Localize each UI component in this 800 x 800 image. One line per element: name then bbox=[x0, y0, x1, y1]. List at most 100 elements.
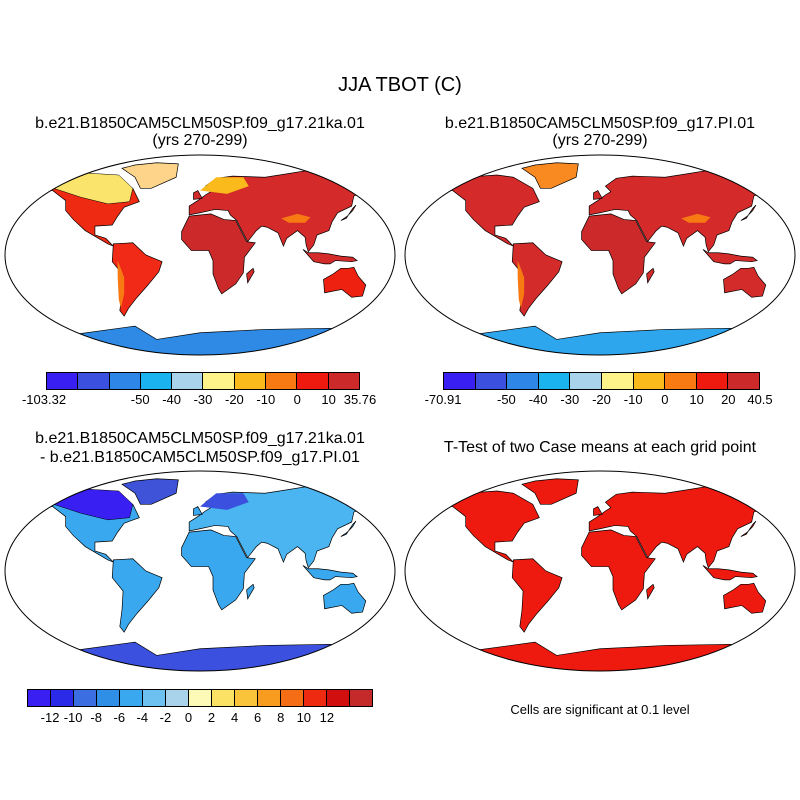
colorbar-tick-label: -4 bbox=[136, 710, 149, 725]
ice-sheet-region bbox=[200, 493, 249, 510]
colorbar-tick-label: -40 bbox=[162, 392, 181, 407]
eurasia-landmass bbox=[188, 169, 395, 253]
map-border bbox=[404, 470, 796, 672]
colorbar-tick-label: 6 bbox=[254, 710, 262, 725]
colorbar-swatch bbox=[475, 373, 508, 389]
uk-landmass bbox=[593, 190, 603, 200]
colorbar-tick-label: -10 bbox=[256, 392, 276, 407]
antarctica-landmass bbox=[405, 325, 795, 355]
panel1-subtitle: (yrs 270-299) bbox=[152, 132, 248, 149]
colorbar-tick-label: -6 bbox=[113, 710, 126, 725]
colorbar-tick-label: -30 bbox=[193, 392, 213, 407]
greenland-landmass bbox=[521, 162, 579, 189]
namerica-landmass bbox=[417, 490, 540, 563]
panel4-map bbox=[404, 470, 796, 672]
antarctica-landmass bbox=[405, 641, 795, 671]
madagascar-landmass bbox=[646, 267, 655, 284]
colorbar-swatch bbox=[297, 373, 329, 389]
colorbar-swatch bbox=[109, 373, 141, 389]
colorbar-swatch bbox=[166, 690, 189, 706]
eurasia-landmass bbox=[188, 485, 395, 569]
japan-landmass bbox=[740, 204, 757, 221]
madagascar-landmass bbox=[246, 267, 255, 284]
colorbar-swatch bbox=[633, 373, 666, 389]
colorbar-swatch bbox=[601, 373, 634, 389]
greenland-landmass bbox=[121, 478, 179, 505]
colorbar-tick-label: 40.5 bbox=[747, 392, 773, 407]
colorbar-tick-label: -70.91 bbox=[424, 392, 462, 407]
colorbar-swatch bbox=[665, 373, 697, 389]
australia-landmass bbox=[323, 582, 367, 614]
greenland-landmass bbox=[521, 478, 579, 505]
indonesia-landmass bbox=[302, 249, 358, 265]
panel1-colorbar bbox=[46, 372, 360, 390]
namerica-landmass bbox=[417, 174, 540, 247]
panel1-map bbox=[4, 154, 396, 356]
colorbar-swatch bbox=[328, 373, 359, 389]
samerica-landmass bbox=[511, 558, 563, 633]
colorbar-tick-label: 0 bbox=[293, 392, 301, 407]
tibet-plateau-region bbox=[681, 213, 711, 223]
indonesia-landmass bbox=[302, 565, 358, 581]
colorbar-tick-label: -30 bbox=[560, 392, 580, 407]
colorbar-tick-label: -12 bbox=[40, 710, 60, 725]
colorbar-swatch bbox=[444, 373, 476, 389]
uk-landmass bbox=[193, 190, 203, 200]
andes-region bbox=[517, 260, 525, 309]
japan-landmass bbox=[340, 520, 357, 537]
colorbar-tick-label: -10 bbox=[63, 710, 83, 725]
colorbar-swatch bbox=[235, 690, 258, 706]
colorbar-swatch bbox=[74, 690, 97, 706]
uk-landmass bbox=[193, 506, 203, 516]
colorbar-swatch bbox=[212, 690, 235, 706]
colorbar-swatch bbox=[97, 690, 120, 706]
colorbar-swatch bbox=[28, 690, 51, 706]
colorbar-swatch bbox=[143, 690, 166, 706]
colorbar-swatch bbox=[258, 690, 281, 706]
colorbar-swatch bbox=[78, 373, 110, 389]
colorbar-swatch bbox=[172, 373, 204, 389]
colorbar-swatch bbox=[120, 690, 143, 706]
colorbar-swatch bbox=[350, 690, 372, 706]
nz-landmass bbox=[379, 296, 394, 307]
nz-landmass bbox=[779, 612, 794, 623]
colorbar-tick-label: -20 bbox=[224, 392, 244, 407]
figure-title: JJA TBOT (C) bbox=[338, 74, 462, 96]
panel1-title: b.e21.B1850CAM5CLM50SP.f09_g17.21ka.01 bbox=[35, 115, 365, 132]
japan-landmass bbox=[740, 520, 757, 537]
antarctica-landmass bbox=[5, 325, 395, 355]
colorbar-swatch bbox=[140, 373, 173, 389]
colorbar-swatch bbox=[570, 373, 602, 389]
colorbar-tick-label: 2 bbox=[207, 710, 216, 725]
antarctica-landmass bbox=[5, 641, 395, 671]
colorbar-swatch bbox=[728, 373, 759, 389]
colorbar-tick-label: 20 bbox=[721, 392, 736, 407]
colorbar-tick-label: 10 bbox=[321, 392, 336, 407]
africa-landmass bbox=[581, 529, 656, 611]
colorbar-tick-label: 0 bbox=[661, 392, 669, 407]
eurasia-landmass bbox=[588, 169, 795, 253]
colorbar-swatch bbox=[266, 373, 298, 389]
panel2-colorbar bbox=[443, 372, 760, 390]
colorbar-tick-label: 10 bbox=[689, 392, 704, 407]
panel3-colorbar bbox=[27, 689, 373, 707]
panel2-title: b.e21.B1850CAM5CLM50SP.f09_g17.PI.01 bbox=[444, 115, 756, 132]
africa-landmass bbox=[181, 213, 256, 295]
colorbar-swatch bbox=[47, 373, 79, 389]
madagascar-landmass bbox=[246, 583, 255, 600]
africa-landmass bbox=[581, 213, 656, 295]
japan-landmass bbox=[340, 204, 357, 221]
colorbar-swatch bbox=[304, 690, 327, 706]
australia-landmass bbox=[723, 266, 767, 298]
panel3-subtitle: - b.e21.B1850CAM5CLM50SP.f09_g17.PI.01 bbox=[40, 449, 360, 466]
map-border bbox=[404, 154, 796, 356]
colorbar-swatch bbox=[538, 373, 571, 389]
tibet-plateau-region bbox=[281, 213, 311, 223]
panel3-title: b.e21.B1850CAM5CLM50SP.f09_g17.21ka.01 bbox=[35, 430, 365, 447]
colorbar-tick-label: -50 bbox=[496, 392, 516, 407]
nz-landmass bbox=[779, 296, 794, 307]
map-border bbox=[4, 470, 396, 672]
panel2-map bbox=[404, 154, 796, 356]
colorbar-swatch bbox=[507, 373, 539, 389]
panel3-map bbox=[4, 470, 396, 672]
